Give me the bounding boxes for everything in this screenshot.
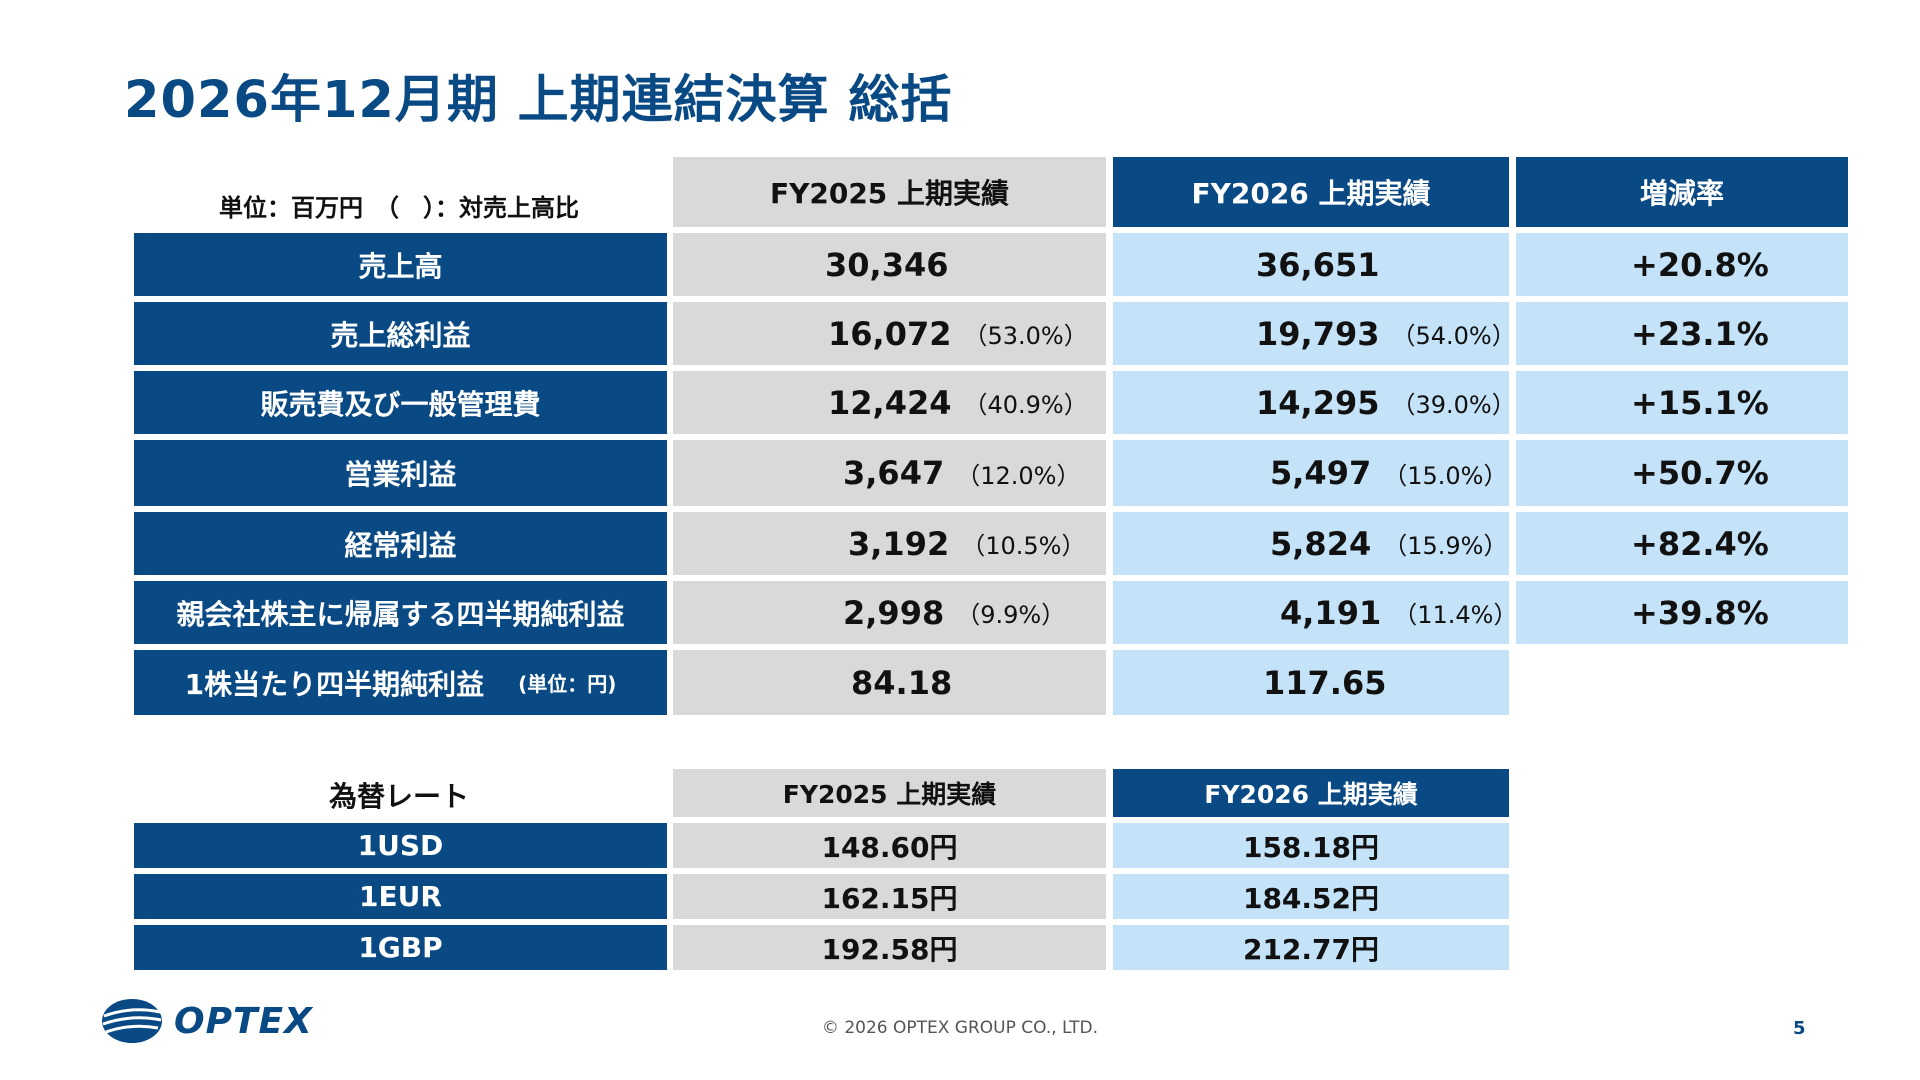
fx-fy2025-gbp: 192.58円: [673, 925, 1106, 970]
value: 30,346: [825, 245, 949, 284]
fx-title: 為替レート: [328, 780, 469, 813]
cell-fy2026-gross-profit: 19,793 （54.0%）: [1113, 302, 1516, 365]
row-label-gross-profit: 売上総利益: [134, 302, 667, 365]
cell-fy2026-sales: 36,651: [1113, 233, 1509, 296]
value: 3,647: [843, 454, 945, 492]
fx-fy2026-gbp: 212.77円: [1113, 925, 1509, 970]
eps-unit: (単位：円): [518, 672, 617, 696]
rate-value: +39.8%: [1631, 593, 1769, 632]
logo-text: OPTEX: [174, 1000, 313, 1042]
cell-rate-operating-income: +50.7%: [1516, 440, 1848, 506]
row-label-ordinary-income: 経常利益: [134, 512, 667, 575]
ratio: （15.9%）: [1383, 532, 1508, 560]
ratio: （15.0%）: [1383, 461, 1508, 490]
cell-rate-net-income: +39.8%: [1516, 581, 1848, 644]
rate-value: +50.7%: [1631, 454, 1769, 492]
eps-label: 1株当たり四半期純利益: [184, 667, 485, 701]
value: 5,497: [1270, 454, 1372, 492]
cell-rate-ordinary-income: +82.4%: [1516, 512, 1848, 575]
ratio: （10.5%）: [961, 532, 1086, 560]
header-rate: 増減率: [1516, 157, 1848, 227]
value: 36,651: [1256, 245, 1380, 284]
cell-fy2025-ordinary-income: 3,192 （10.5%）: [673, 512, 1106, 575]
row-label-sga: 販売費及び一般管理費: [134, 371, 667, 434]
copyright-footer: © 2026 OPTEX GROUP CO., LTD.: [821, 1018, 1099, 1038]
row-label-operating-income: 営業利益: [134, 440, 667, 506]
value: 4,191: [1280, 593, 1382, 632]
fx-fy2026-eur: 184.52円: [1113, 874, 1509, 919]
optex-logo: OPTEX: [100, 996, 313, 1046]
ratio: （12.0%）: [956, 461, 1081, 490]
rate-value: +23.1%: [1631, 314, 1769, 353]
page-title: 2026年12月期 上期連結決算 総括: [124, 71, 953, 130]
cell-fy2026-eps: 117.65: [1113, 650, 1509, 715]
cell-fy2026-net-income: 4,191 （11.4%）: [1113, 581, 1517, 644]
cell-rate-sales: +20.8%: [1516, 233, 1848, 296]
ratio: （11.4%）: [1393, 601, 1518, 629]
cell-rate-gross-profit: +23.1%: [1516, 302, 1848, 365]
value: 117.65: [1263, 663, 1387, 702]
fx-header-fy2026: FY2026 上期実績: [1113, 769, 1509, 817]
cell-fy2025-eps: 84.18: [673, 650, 1106, 715]
row-label-net-income: 親会社株主に帰属する四半期純利益: [134, 581, 667, 644]
fx-fy2025-usd: 148.60円: [673, 823, 1106, 868]
row-label-eps: 1株当たり四半期純利益 (単位：円): [134, 650, 667, 715]
value: 12,424: [828, 383, 952, 422]
value: 3,192: [848, 524, 950, 563]
cell-fy2025-net-income: 2,998 （9.9%）: [673, 581, 1106, 644]
row-label-sales: 売上高: [134, 233, 667, 296]
ratio: （39.0%）: [1391, 391, 1516, 419]
value: 16,072: [828, 314, 952, 353]
header-fy2025: FY2025 上期実績: [673, 157, 1106, 227]
cell-fy2025-operating-income: 3,647 （12.0%）: [673, 440, 1106, 506]
ratio: （9.9%）: [956, 601, 1066, 629]
fx-header-fy2025: FY2025 上期実績: [673, 769, 1106, 817]
optex-globe-icon: [102, 999, 162, 1043]
rate-value: +20.8%: [1631, 245, 1769, 284]
fx-row-label-eur: 1EUR: [134, 874, 667, 919]
unit-note: 単位：百万円 （ ）：対売上高比: [219, 193, 579, 222]
rate-value: +15.1%: [1631, 383, 1769, 422]
page-number: 5: [1793, 1018, 1806, 1039]
cell-fy2026-sga: 14,295 （39.0%）: [1113, 371, 1516, 434]
fx-fy2025-eur: 162.15円: [673, 874, 1106, 919]
value: 14,295: [1256, 383, 1380, 422]
cell-fy2025-sga: 12,424 （40.9%）: [673, 371, 1106, 434]
fx-fy2026-usd: 158.18円: [1113, 823, 1509, 868]
value: 84.18: [851, 663, 953, 702]
fx-row-label-gbp: 1GBP: [134, 925, 667, 970]
fx-row-label-usd: 1USD: [134, 823, 667, 868]
header-fy2026: FY2026 上期実績: [1113, 157, 1509, 227]
value: 2,998: [843, 593, 945, 632]
cell-rate-sga: +15.1%: [1516, 371, 1848, 434]
cell-fy2025-sales: 30,346: [673, 233, 1106, 296]
ratio: （53.0%）: [963, 322, 1088, 350]
value: 5,824: [1270, 524, 1372, 563]
cell-fy2026-operating-income: 5,497 （15.0%）: [1113, 440, 1509, 506]
cell-fy2025-gross-profit: 16,072 （53.0%）: [673, 302, 1106, 365]
ratio: （54.0%）: [1391, 322, 1516, 350]
rate-value: +82.4%: [1631, 524, 1769, 563]
cell-fy2026-ordinary-income: 5,824 （15.9%）: [1113, 512, 1509, 575]
ratio: （40.9%）: [963, 391, 1088, 419]
value: 19,793: [1256, 314, 1380, 353]
